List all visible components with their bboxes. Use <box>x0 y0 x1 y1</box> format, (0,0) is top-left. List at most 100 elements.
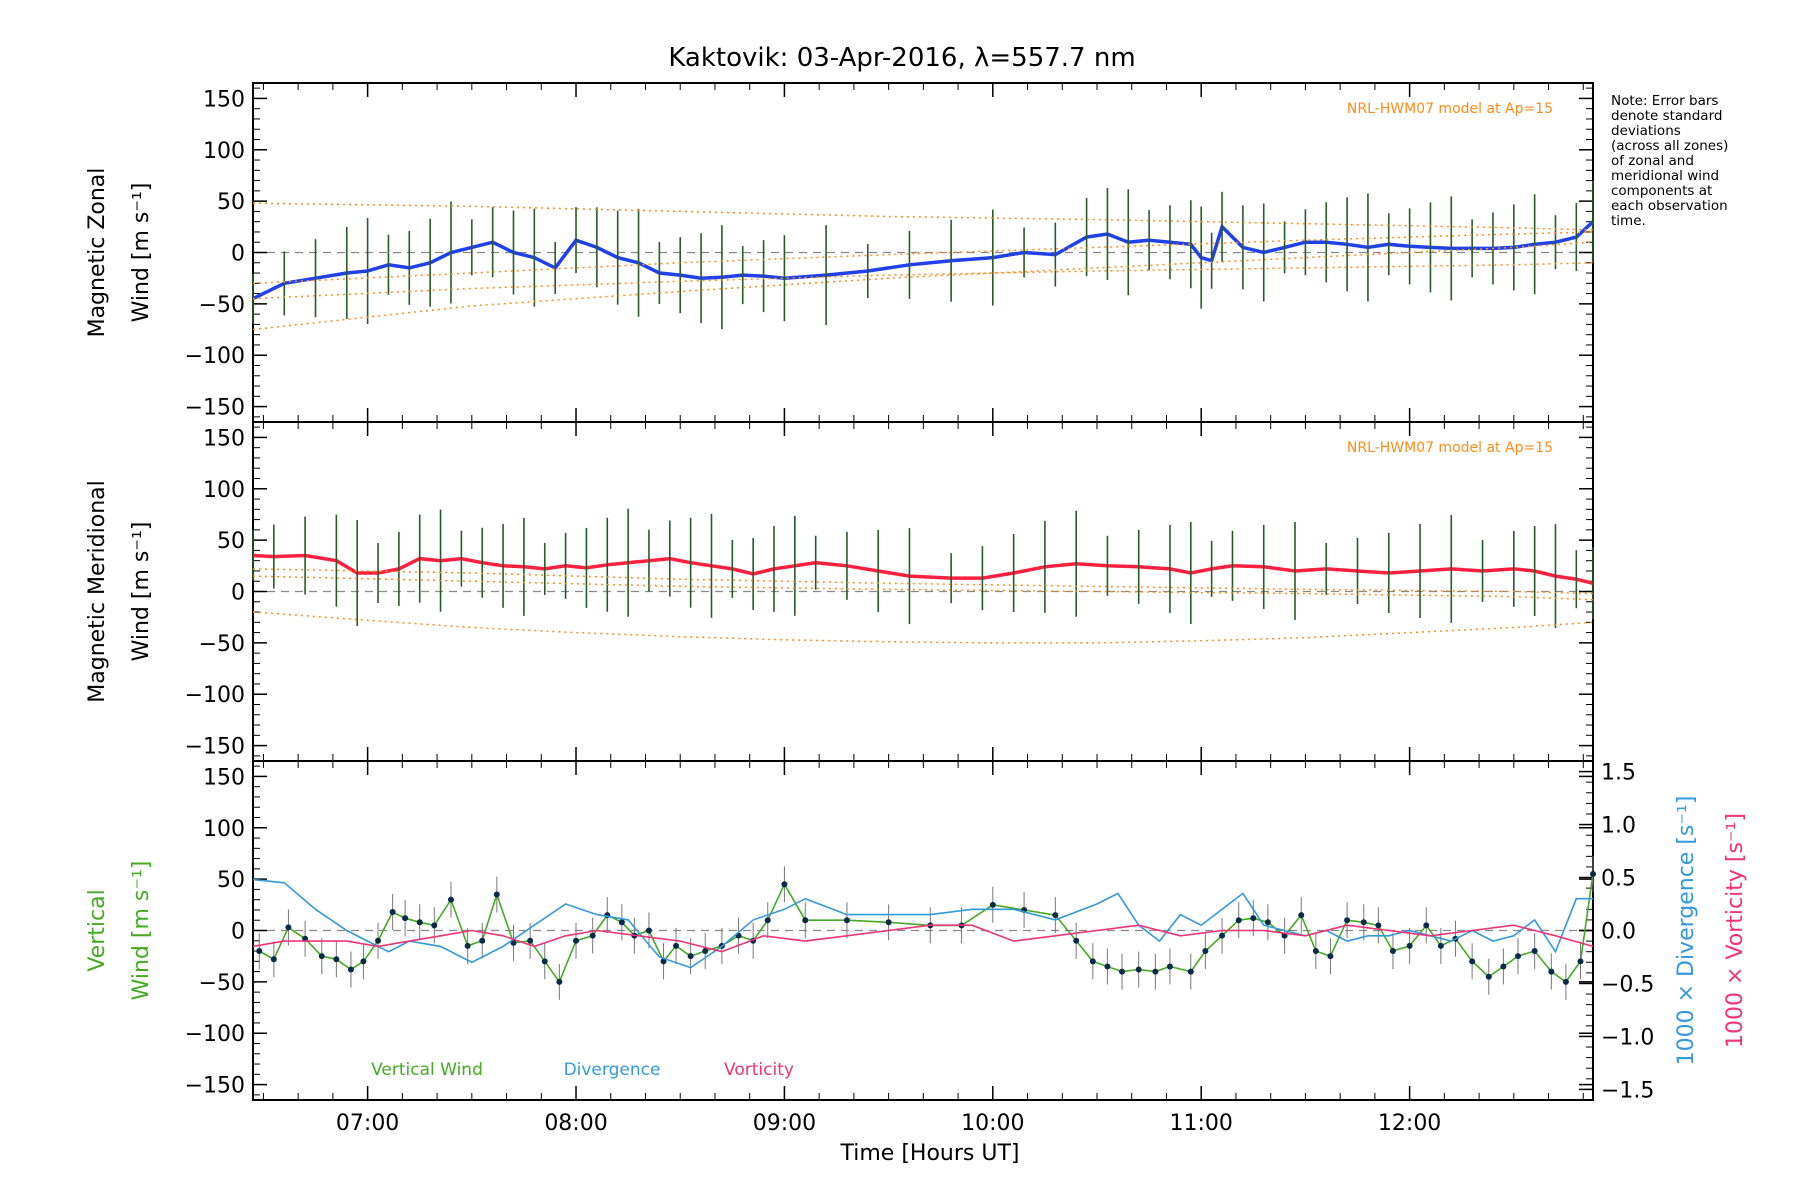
vertical-wind-point <box>556 978 563 985</box>
vertical-wind-point <box>687 953 694 960</box>
vertical-wind-point <box>318 953 325 960</box>
vertical-wind-point <box>1235 917 1242 924</box>
note-line: time. <box>1611 213 1646 229</box>
series-zonal-wind-mean- <box>252 220 1595 301</box>
y-tick-label: 50 <box>217 529 245 554</box>
x-axis-label: Time [Hours UT] <box>840 1141 1020 1166</box>
series-meridional-wind-mean- <box>252 553 1594 585</box>
error-bar-note: Note: Error bars denote standard deviati… <box>1611 94 1791 229</box>
y-tick-label: −150 <box>185 735 245 760</box>
y-tick-label: −50 <box>199 632 245 657</box>
vertical-wind-point <box>347 966 354 973</box>
vertical-wind-point <box>989 901 996 908</box>
series-hwm07-low <box>252 262 1594 300</box>
vertical-wind-point <box>1437 942 1444 949</box>
y2-axis-label-divergence: 1000 × Divergence [s⁻¹] <box>1674 796 1699 1066</box>
vertical-wind-point <box>360 958 367 965</box>
note-line: denote standard <box>1611 108 1723 124</box>
panel-vertical: −150 −100 −50 0 50 100 150 Vertical Wind [m s⁻¹]… <box>85 760 1748 1136</box>
vertical-wind-point <box>589 932 596 939</box>
vertical-wind-point <box>1104 963 1111 970</box>
series-hwm07-mid <box>252 231 1594 285</box>
y-tick-label: −50 <box>199 293 245 318</box>
panel-meridional: −150 −100 −50 0 50 100 150 Magnetic Meridional W… <box>85 421 1594 762</box>
vertical-wind-point <box>1562 978 1569 985</box>
y-axis-label: Vertical <box>85 889 110 971</box>
vertical-wind-point <box>464 942 471 949</box>
y-tick-label: −100 <box>185 683 245 708</box>
y-tick-label: 150 <box>203 87 245 112</box>
vertical-wind-point <box>479 937 486 944</box>
vertical-wind-point <box>1406 942 1413 949</box>
vertical-wind-point <box>702 948 709 955</box>
vertical-wind-point <box>510 939 517 946</box>
vertical-wind-point <box>673 942 680 949</box>
y2-tick-label: 1.5 <box>1601 761 1636 786</box>
vertical-wind-point <box>843 917 850 924</box>
vertical-wind-point <box>1327 953 1334 960</box>
note-line: meridional wind <box>1611 168 1720 184</box>
vertical-wind-point <box>256 948 263 955</box>
y-tick-label: 0 <box>231 920 245 945</box>
vertical-wind-point <box>781 881 788 888</box>
y-axis-label: Magnetic Zonal <box>85 168 110 338</box>
vertical-wind-point <box>660 958 667 965</box>
vertical-wind-point <box>493 891 500 898</box>
vertical-wind-point <box>375 937 382 944</box>
model-label: NRL-HWM07 model at Ap=15 <box>1347 101 1553 117</box>
x-tick-label: 07:00 <box>336 1111 399 1136</box>
series-hwm07-mid <box>252 575 1594 601</box>
vertical-wind-point <box>1202 948 1209 955</box>
vertical-wind-point <box>1073 937 1080 944</box>
legend-divergence: Divergence <box>564 1060 661 1080</box>
y-tick-label: −150 <box>185 1074 245 1099</box>
vertical-wind-point <box>1089 958 1096 965</box>
vertical-wind-point <box>1485 973 1492 980</box>
vertical-wind-point <box>618 919 625 926</box>
chart-title: Kaktovik: 03-Apr-2016, λ=557.7 nm <box>668 43 1135 73</box>
vertical-wind-point <box>402 915 409 922</box>
note-line: components at <box>1611 183 1713 199</box>
vertical-wind-point <box>1119 968 1126 975</box>
vertical-wind-point <box>1531 948 1538 955</box>
y2-tick-label: 0.5 <box>1601 867 1636 892</box>
vertical-wind-point <box>1500 963 1507 970</box>
vertical-wind-point <box>1219 932 1226 939</box>
vertical-wind-point <box>541 958 548 965</box>
series-hwm07-upper <box>252 568 1594 595</box>
y-tick-label: 50 <box>217 190 245 215</box>
y-axis-label: Magnetic Meridional <box>85 480 110 702</box>
y-tick-label: −100 <box>185 344 245 369</box>
y2-tick-label: −1.5 <box>1601 1078 1654 1103</box>
vertical-wind-point <box>270 956 277 963</box>
vertical-wind-point <box>1166 963 1173 970</box>
x-tick-label: 09:00 <box>753 1111 816 1136</box>
y-tick-label: −150 <box>185 396 245 421</box>
vertical-wind-point <box>416 919 423 926</box>
y2-tick-label: 0.0 <box>1601 920 1636 945</box>
vertical-wind-point <box>573 937 580 944</box>
series-hwm07-120-km <box>252 241 1594 331</box>
vertical-wind-point <box>333 956 340 963</box>
y2-tick-label: 1.0 <box>1601 814 1636 839</box>
vertical-wind-point <box>389 909 396 916</box>
y-tick-label: 150 <box>203 765 245 790</box>
y-tick-label: 100 <box>203 478 245 503</box>
y2-axis-label-vorticity: 1000 × Vorticity [s⁻¹] <box>1723 813 1748 1048</box>
vertical-wind-point <box>1135 966 1142 973</box>
y-tick-label: 150 <box>203 426 245 451</box>
y-axis-label: Wind [m s⁻¹] <box>129 183 154 323</box>
y-tick-label: −50 <box>199 971 245 996</box>
vertical-wind-point <box>1389 948 1396 955</box>
vertical-wind-point <box>1423 922 1430 929</box>
y-axis-label: Wind [m s⁻¹] <box>129 861 154 1001</box>
y2-tick-label: −1.0 <box>1601 1025 1654 1050</box>
legend-vertical-wind: Vertical Wind <box>371 1060 483 1080</box>
note-line: (across all zones) <box>1611 138 1729 154</box>
note-line: Note: Error bars <box>1611 93 1719 109</box>
y2-tick-label: −0.5 <box>1601 972 1654 997</box>
legend-vorticity: Vorticity <box>724 1060 794 1080</box>
vertical-wind-point <box>431 922 438 929</box>
vertical-wind-point <box>527 937 534 944</box>
